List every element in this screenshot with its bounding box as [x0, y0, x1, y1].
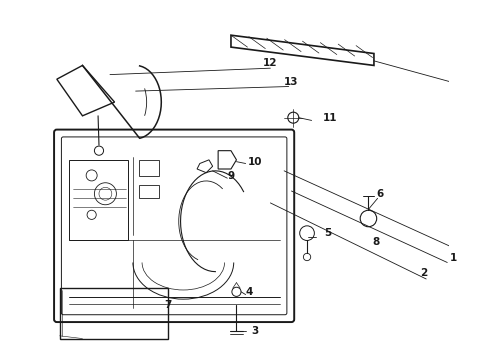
Text: 9: 9 [227, 171, 235, 181]
Text: 13: 13 [284, 77, 299, 87]
Bar [69, 160, 128, 240]
Text: 2: 2 [420, 269, 427, 279]
Text: 3: 3 [251, 326, 258, 336]
Bar [60, 288, 168, 338]
Bar [139, 160, 159, 176]
Text: 12: 12 [263, 58, 278, 68]
Text: 10: 10 [247, 157, 262, 167]
Text: 1: 1 [450, 253, 457, 263]
Text: 7: 7 [164, 300, 171, 310]
Bar [139, 185, 159, 198]
Text: 8: 8 [372, 237, 379, 247]
Text: 11: 11 [323, 113, 337, 123]
Text: 4: 4 [245, 287, 253, 297]
Text: 6: 6 [377, 189, 384, 199]
Text: 5: 5 [324, 228, 332, 238]
